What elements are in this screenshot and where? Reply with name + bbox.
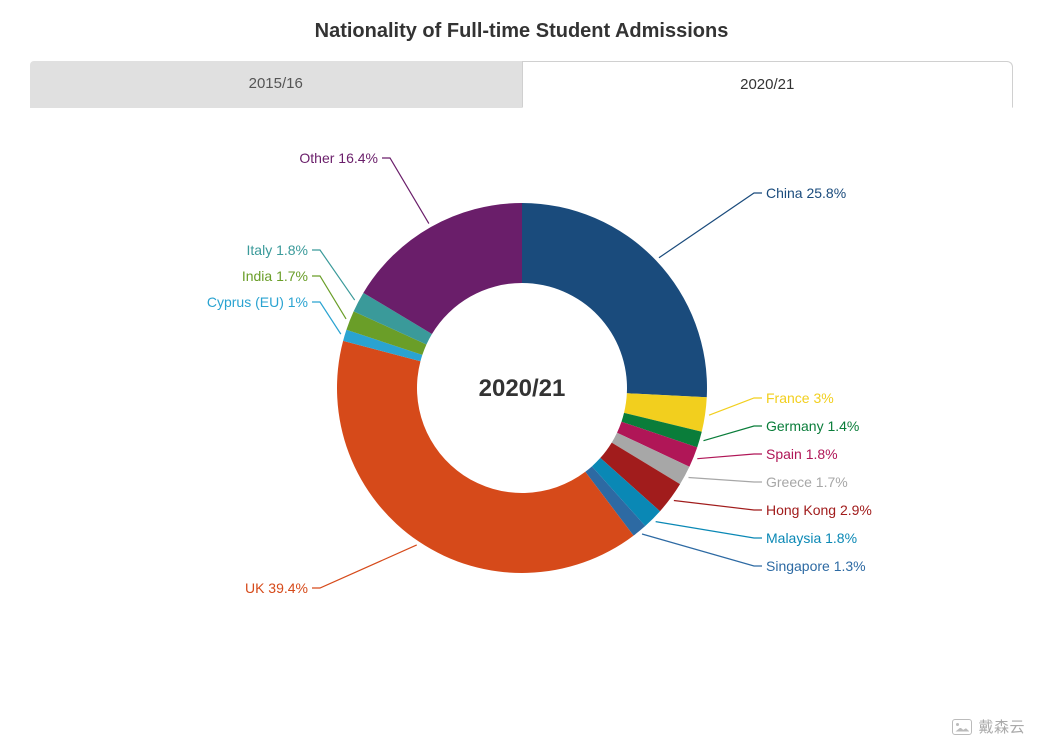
leader-line [312,302,341,334]
tab-2015-16[interactable]: 2015/16 [30,61,522,108]
slice-label: UK 39.4% [244,580,307,596]
watermark: 戴森云 [952,716,1025,737]
watermark-text: 戴森云 [978,716,1025,737]
leader-line [688,477,762,482]
leader-line [312,250,355,300]
slice-label: China 25.8% [766,185,846,201]
slice-label: India 1.7% [241,268,307,284]
slice-label: Malaysia 1.8% [766,530,857,546]
tab-2020-21[interactable]: 2020/21 [522,61,1014,108]
slice-label: Spain 1.8% [766,446,838,462]
slice-label: Other 16.4% [299,150,378,166]
leader-line [312,276,346,319]
leader-line [703,426,762,441]
leader-line [697,454,762,459]
watermark-icon [952,719,972,735]
slice-label: Germany 1.4% [766,418,859,434]
slice-label: Greece 1.7% [766,474,848,490]
donut-center-label: 2020/21 [478,375,565,402]
leader-line [382,158,429,224]
donut-slice[interactable] [522,203,707,397]
slice-label: Cyprus (EU) 1% [206,294,307,310]
slice-label: France 3% [766,390,834,406]
slice-label: Singapore 1.3% [766,558,866,574]
slice-label: Hong Kong 2.9% [766,502,872,518]
leader-line [673,501,761,510]
slice-label: Italy 1.8% [246,242,307,258]
leader-line [655,522,761,538]
chart-title: Nationality of Full-time Student Admissi… [30,20,1013,43]
leader-line [642,534,762,566]
leader-line [658,193,761,258]
donut-chart: 2020/21 China 25.8% France 3% Germany 1.4% S… [30,108,1013,668]
year-tabs: 2015/16 2020/21 [30,61,1013,108]
leader-line [312,545,417,588]
leader-line [709,398,762,415]
